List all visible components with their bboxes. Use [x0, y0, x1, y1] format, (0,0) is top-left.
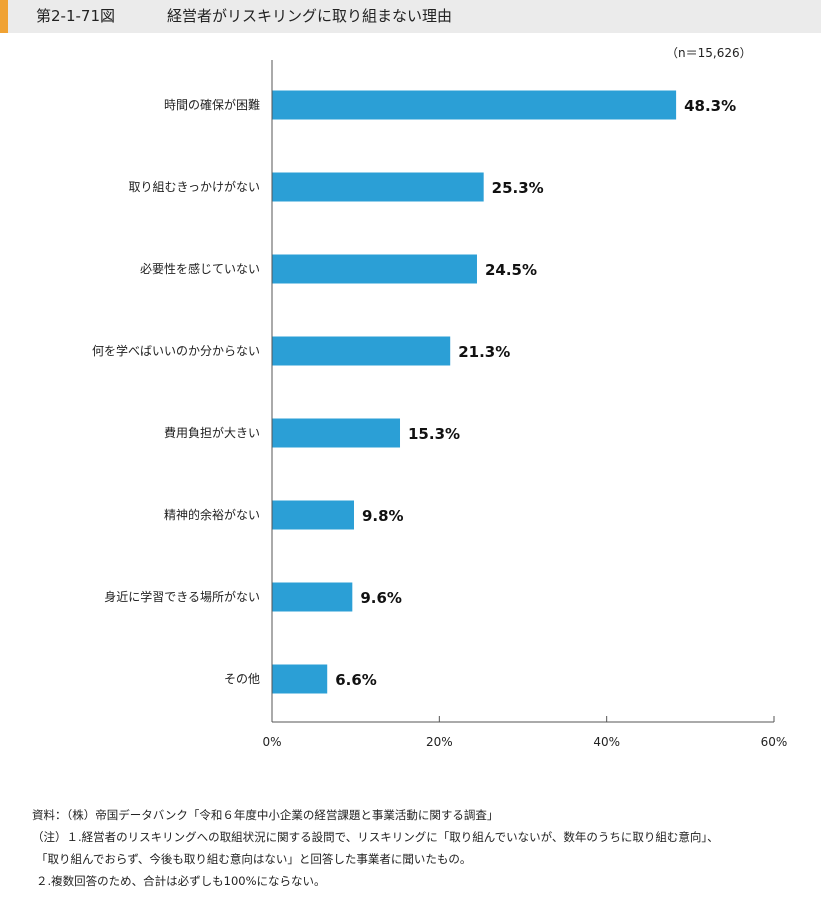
- note-1-line-1: （注）１.経営者のリスキリングへの取組状況に関する設問で、リスキリングに「取り組…: [32, 830, 719, 844]
- category-label-1: 時間の確保が困難: [164, 97, 260, 112]
- value-label-8: 6.6%: [335, 671, 377, 689]
- category-label-7: 身近に学習できる場所がない: [104, 589, 260, 604]
- bar-5: [272, 418, 401, 448]
- category-label-2: 取り組むきっかけがない: [128, 179, 260, 194]
- figure-number: 第2-1-71図: [36, 7, 115, 25]
- bar-8: [272, 664, 328, 694]
- category-label-5: 費用負担が大きい: [164, 425, 260, 440]
- category-label-6: 精神的余裕がない: [164, 507, 260, 522]
- note-1-line-2: 「取り組んでおらず、今後も取り組む意向はない」と回答した事業者に聞いたもの。: [36, 852, 472, 866]
- x-tick-label-2: 20%: [426, 735, 453, 749]
- bar-6: [272, 500, 354, 530]
- value-label-6: 9.8%: [362, 507, 404, 525]
- source-note: 資料：（株）帝国データバンク「令和６年度中小企業の経営課題と事業活動に関する調査…: [32, 808, 499, 822]
- value-label-4: 21.3%: [458, 343, 510, 361]
- header-accent-bar: [0, 0, 8, 33]
- note-2: ２.複数回答のため、合計は必ずしも100%にならない。: [36, 874, 326, 888]
- bar-3: [272, 254, 477, 284]
- sample-size-note: （n＝15,626）: [666, 46, 752, 60]
- value-label-1: 48.3%: [684, 97, 736, 115]
- bar-1: [272, 90, 677, 120]
- figure-header: 第2-1-71図 経営者がリスキリングに取り組まない理由: [0, 0, 821, 33]
- x-tick-label-1: 0%: [262, 735, 281, 749]
- bar-7: [272, 582, 353, 612]
- category-label-8: その他: [224, 672, 260, 686]
- value-label-3: 24.5%: [485, 261, 537, 279]
- x-tick-label-3: 40%: [593, 735, 620, 749]
- category-label-3: 必要性を感じていない: [140, 261, 260, 276]
- figure-title: 経営者がリスキリングに取り組まない理由: [167, 7, 453, 25]
- value-label-2: 25.3%: [492, 179, 544, 197]
- x-tick-label-4: 60%: [761, 735, 788, 749]
- bar-4: [272, 336, 451, 366]
- value-label-5: 15.3%: [408, 425, 460, 443]
- chart-notes: 資料：（株）帝国データバンク「令和６年度中小企業の経営課題と事業活動に関する調査…: [32, 804, 719, 892]
- bar-chart: 時間の確保が困難 48.3% 取り組むきっかけがない 25.3% 必要性を感じていない 2…: [92, 60, 788, 749]
- bar-2: [272, 172, 484, 202]
- category-label-4: 何を学べばいいのか分からない: [92, 343, 260, 358]
- value-label-7: 9.6%: [360, 589, 402, 607]
